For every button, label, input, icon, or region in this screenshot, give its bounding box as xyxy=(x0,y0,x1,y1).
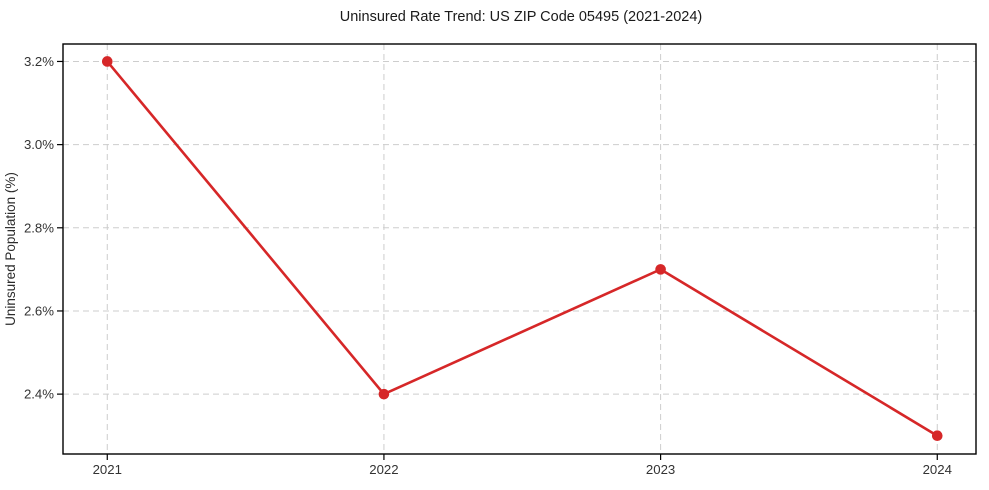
axes xyxy=(57,43,977,460)
y-tick-label: 3.0% xyxy=(24,137,54,152)
y-tick-label: 2.4% xyxy=(24,387,54,402)
plot-border xyxy=(62,43,977,455)
chart-title: Uninsured Rate Trend: US ZIP Code 05495 … xyxy=(340,9,702,25)
data-point-marker xyxy=(378,388,390,400)
y-tick-label: 2.8% xyxy=(24,220,54,235)
trend-line xyxy=(105,60,939,438)
tick-labels: 2021 2022 2023 2024 2.4% 2.6% 2.8% 3.0% 3.2% xyxy=(24,54,952,477)
x-tick-label: 2021 xyxy=(93,462,122,477)
x-tick-label: 2024 xyxy=(923,462,952,477)
y-tick-label: 2.6% xyxy=(24,303,54,318)
x-tick-label: 2022 xyxy=(369,462,398,477)
data-point-marker xyxy=(655,264,666,275)
x-tick-label: 2023 xyxy=(646,462,675,477)
data-series xyxy=(101,56,943,442)
gridlines xyxy=(63,44,976,454)
data-point-marker xyxy=(931,430,943,442)
data-point-marker xyxy=(101,56,113,67)
y-axis-label: Uninsured Population (%) xyxy=(3,172,18,326)
y-tick-label: 3.2% xyxy=(24,54,54,69)
